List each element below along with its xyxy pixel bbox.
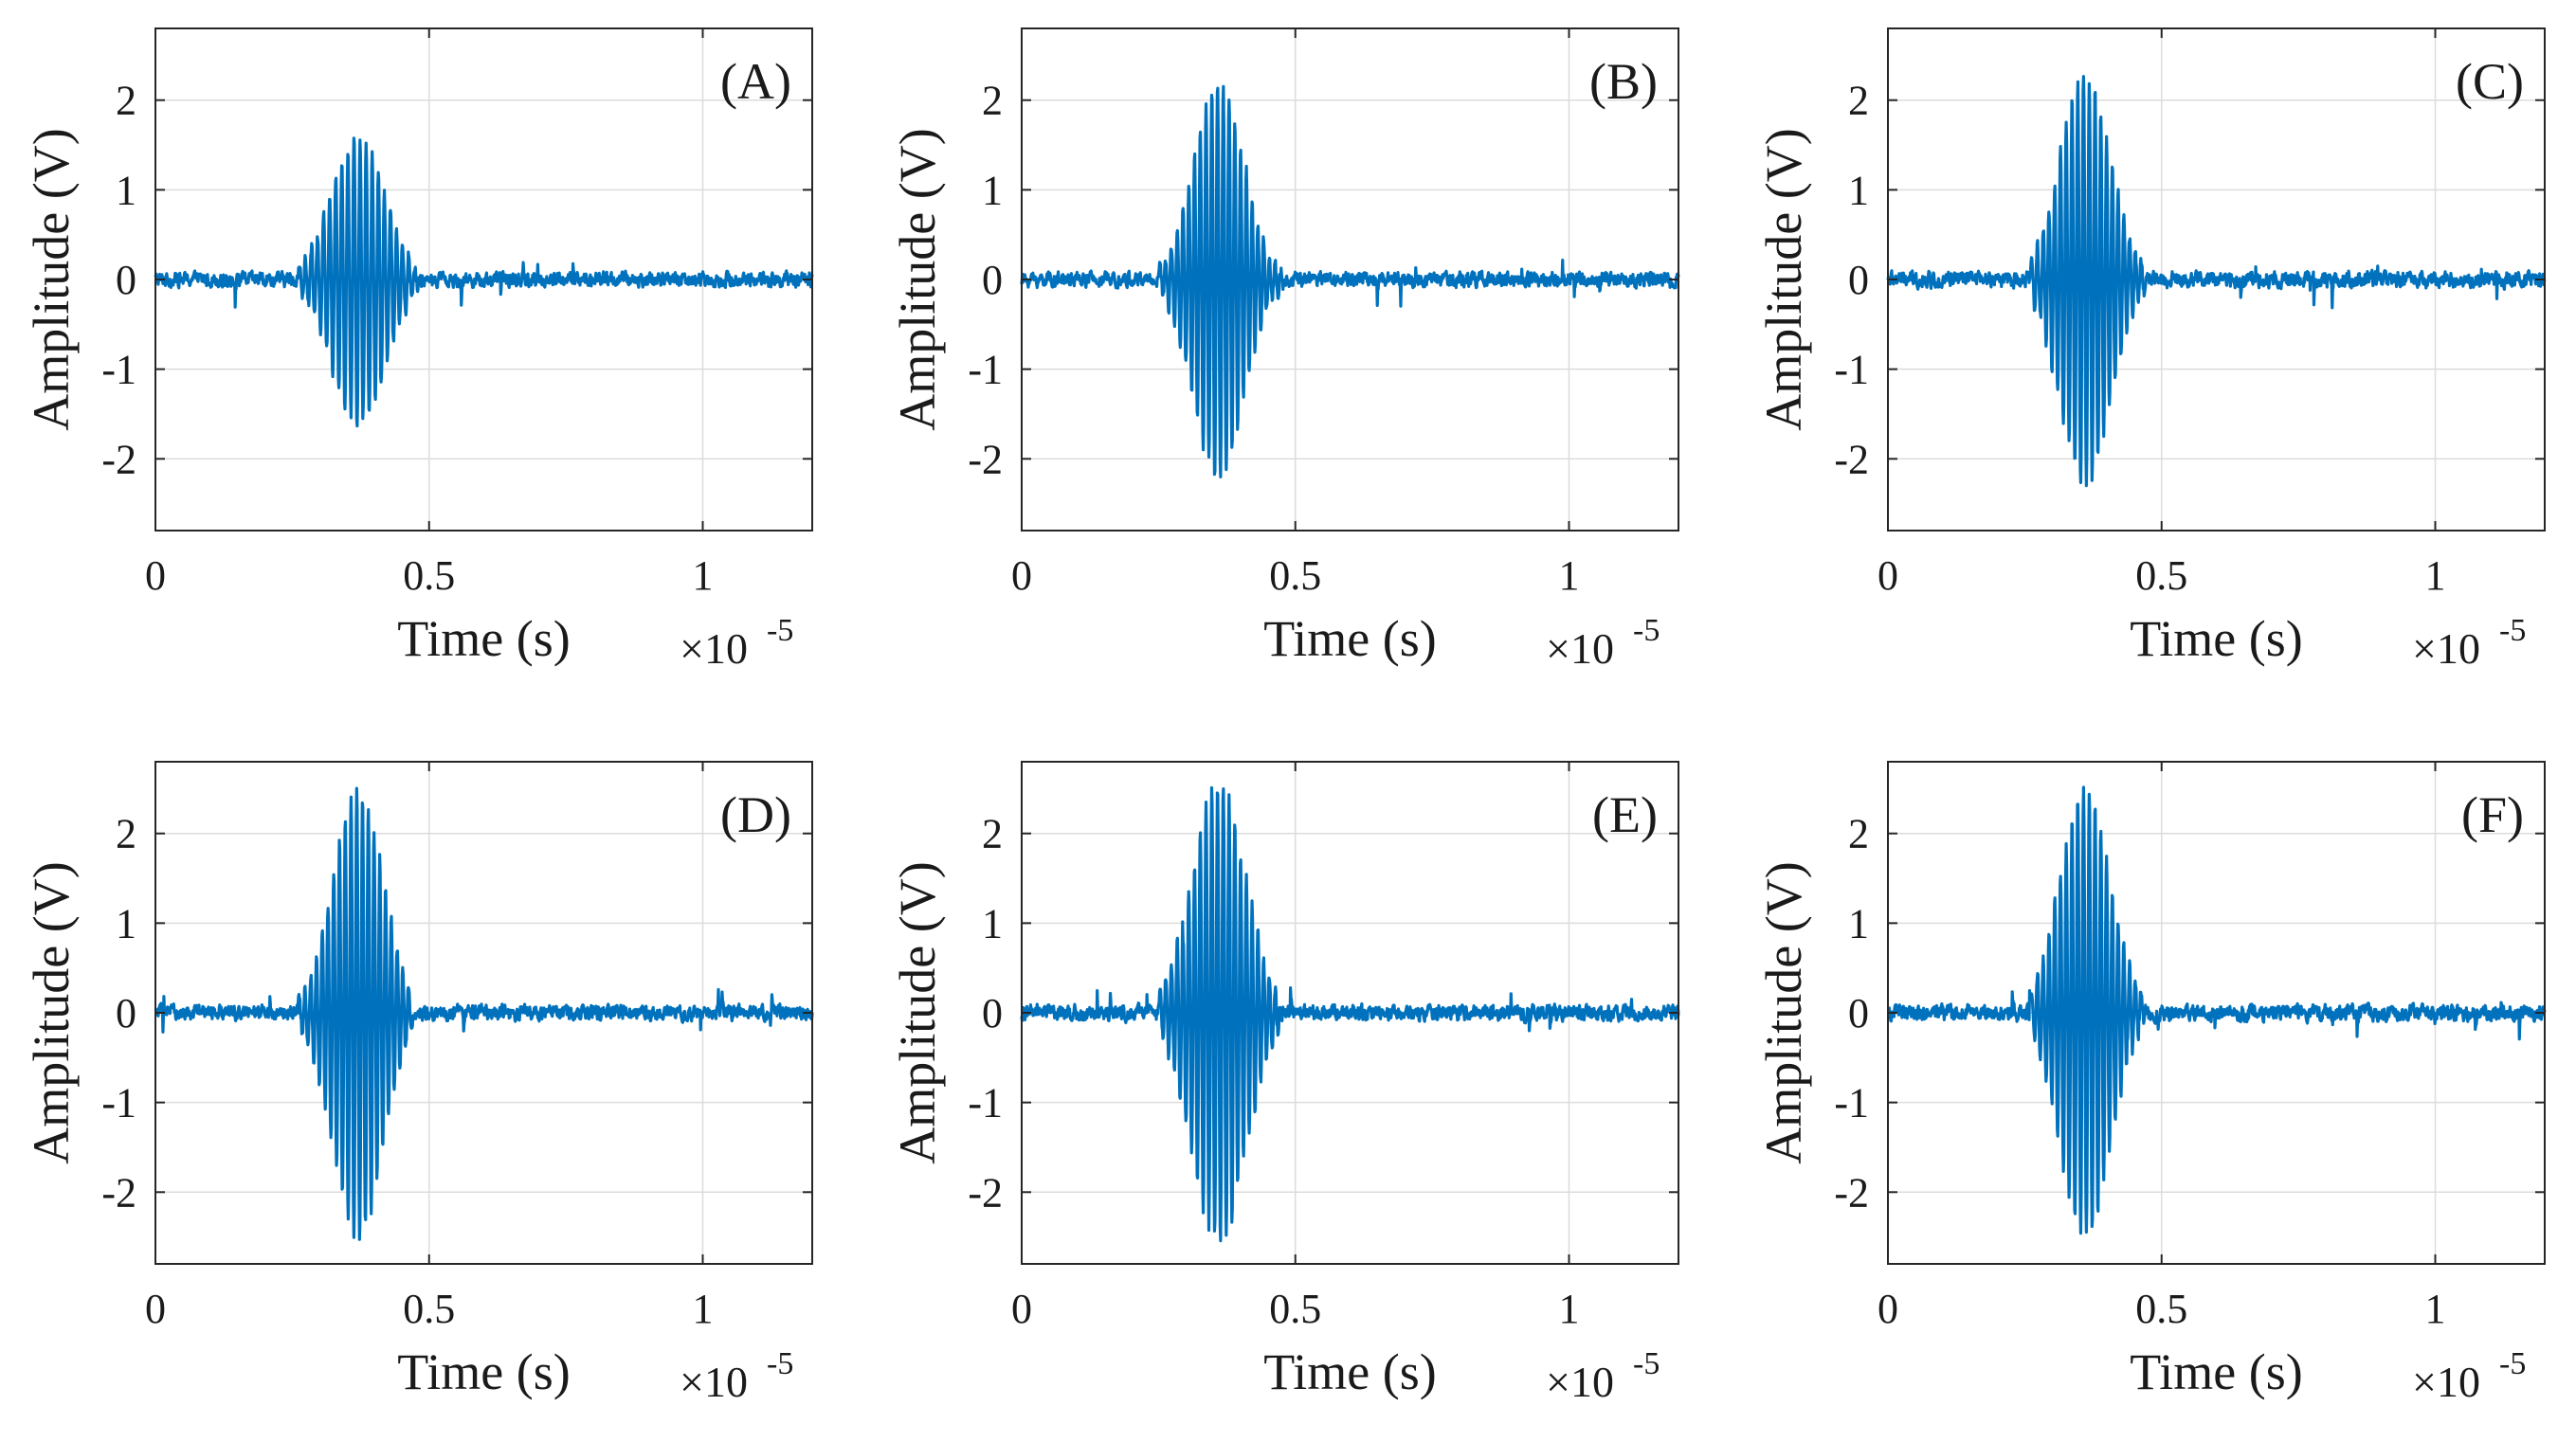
panel-label: (A) — [720, 53, 791, 110]
x-multiplier-exponent: -5 — [767, 1346, 793, 1381]
y-tick-label: -2 — [1834, 436, 1869, 482]
y-tick-label: 2 — [982, 78, 1003, 124]
x-tick-label: 0 — [145, 1286, 166, 1332]
panel-e: 0 0.5 1 2 1 0 -1 -2 Time (s) Amplitude (V) ×10 -5 (E… — [889, 761, 1680, 1406]
panel-f: 0 0.5 1 2 1 0 -1 -2 Time (s) Amplitude (V) ×10 -5 (F… — [1755, 761, 2547, 1406]
x-multiplier: ×10 — [2412, 624, 2480, 673]
y-tick-label: 0 — [982, 990, 1003, 1036]
y-tick-label: -2 — [1834, 1169, 1869, 1216]
x-tick-label: 0 — [1011, 1286, 1032, 1332]
x-tick-label: 1 — [1559, 1286, 1580, 1332]
y-tick-label: 1 — [1848, 900, 1869, 946]
x-multiplier: ×10 — [1546, 624, 1614, 673]
y-tick-label: 1 — [982, 167, 1003, 213]
y-tick-label: -1 — [1834, 347, 1869, 393]
y-tick-label: 0 — [116, 257, 136, 303]
y-tick-label: -2 — [101, 436, 136, 482]
panel-label: (C) — [2456, 53, 2524, 110]
x-tick-label: 0.5 — [2135, 552, 2187, 599]
panel-c: 0 0.5 1 2 1 0 -1 -2 Time (s) Amplitude (V) ×10 -5 (C… — [1755, 27, 2547, 673]
x-axis-label: Time (s) — [2130, 1343, 2303, 1400]
x-tick-label: 0.5 — [1269, 552, 1321, 599]
y-tick-label: 2 — [116, 78, 136, 124]
x-axis-label: Time (s) — [1263, 610, 1437, 667]
y-tick-label: 0 — [1848, 990, 1869, 1036]
panel-label: (F) — [2461, 786, 2524, 843]
y-tick-label: -1 — [968, 1080, 1003, 1127]
y-tick-label: 0 — [982, 257, 1003, 303]
series-line — [1886, 785, 2547, 1235]
y-tick-label: 1 — [116, 167, 136, 213]
x-multiplier: ×10 — [680, 1358, 748, 1406]
x-axis-label: Time (s) — [397, 1343, 571, 1400]
y-tick-label: 2 — [1848, 811, 1869, 857]
x-tick-label: 0.5 — [403, 1286, 455, 1332]
x-multiplier-exponent: -5 — [2499, 1346, 2526, 1381]
y-tick-label: -2 — [968, 436, 1003, 482]
y-axis-label: Amplitude (V) — [1755, 128, 1812, 430]
y-axis-label: Amplitude (V) — [889, 128, 946, 430]
x-multiplier-exponent: -5 — [1633, 1346, 1660, 1381]
x-tick-label: 0 — [1878, 1286, 1898, 1332]
series-line — [154, 786, 814, 1241]
y-tick-label: -1 — [968, 347, 1003, 393]
y-tick-label: -2 — [101, 1169, 136, 1216]
y-axis-label: Amplitude (V) — [23, 861, 80, 1163]
panel-label: (B) — [1589, 53, 1658, 110]
panel-label: (E) — [1592, 786, 1658, 843]
panel-a: 0 0.5 1 2 1 0 -1 -2 Time (s) Amplitude (V) ×10 -5 (A… — [23, 27, 814, 673]
y-tick-label: 0 — [116, 990, 136, 1036]
series-line — [1020, 84, 1680, 478]
y-tick-label: -1 — [101, 1080, 136, 1127]
series-line — [1886, 75, 2547, 488]
x-axis-label: Time (s) — [2130, 610, 2303, 667]
x-tick-label: 1 — [1559, 552, 1580, 599]
y-tick-label: -1 — [101, 347, 136, 393]
series-line — [154, 136, 814, 428]
x-tick-label: 1 — [2425, 552, 2446, 599]
y-tick-label: -1 — [1834, 1080, 1869, 1127]
y-tick-label: -2 — [968, 1169, 1003, 1216]
x-multiplier: ×10 — [680, 624, 748, 673]
x-tick-label: 0 — [1878, 552, 1898, 599]
x-tick-label: 0.5 — [1269, 1286, 1321, 1332]
x-tick-label: 0.5 — [2135, 1286, 2187, 1332]
x-tick-label: 0.5 — [403, 552, 455, 599]
y-tick-label: 1 — [116, 900, 136, 946]
y-axis-label: Amplitude (V) — [1755, 861, 1812, 1163]
y-tick-label: 2 — [116, 811, 136, 857]
x-multiplier: ×10 — [2412, 1358, 2480, 1406]
x-multiplier: ×10 — [1546, 1358, 1614, 1406]
x-multiplier-exponent: -5 — [1633, 613, 1660, 648]
y-axis-label: Amplitude (V) — [23, 128, 80, 430]
y-tick-label: 2 — [1848, 78, 1869, 124]
y-tick-label: 0 — [1848, 257, 1869, 303]
y-axis-label: Amplitude (V) — [889, 861, 946, 1163]
y-tick-label: 1 — [1848, 167, 1869, 213]
x-tick-label: 0 — [1011, 552, 1032, 599]
x-tick-label: 0 — [145, 552, 166, 599]
x-tick-label: 1 — [2425, 1286, 2446, 1332]
y-tick-label: 1 — [982, 900, 1003, 946]
panel-label: (D) — [720, 786, 791, 843]
y-tick-label: 2 — [982, 811, 1003, 857]
x-tick-label: 1 — [693, 1286, 714, 1332]
series-line — [1020, 785, 1680, 1243]
x-tick-label: 1 — [693, 552, 714, 599]
panel-d: 0 0.5 1 2 1 0 -1 -2 Time (s) Amplitude (V) ×10 -5 (D… — [23, 761, 814, 1406]
x-axis-label: Time (s) — [1263, 1343, 1437, 1400]
x-multiplier-exponent: -5 — [767, 613, 793, 648]
panel-b: 0 0.5 1 2 1 0 -1 -2 Time (s) Amplitude (V) ×10 -5 (B… — [889, 27, 1680, 673]
x-multiplier-exponent: -5 — [2499, 613, 2526, 648]
x-axis-label: Time (s) — [397, 610, 571, 667]
